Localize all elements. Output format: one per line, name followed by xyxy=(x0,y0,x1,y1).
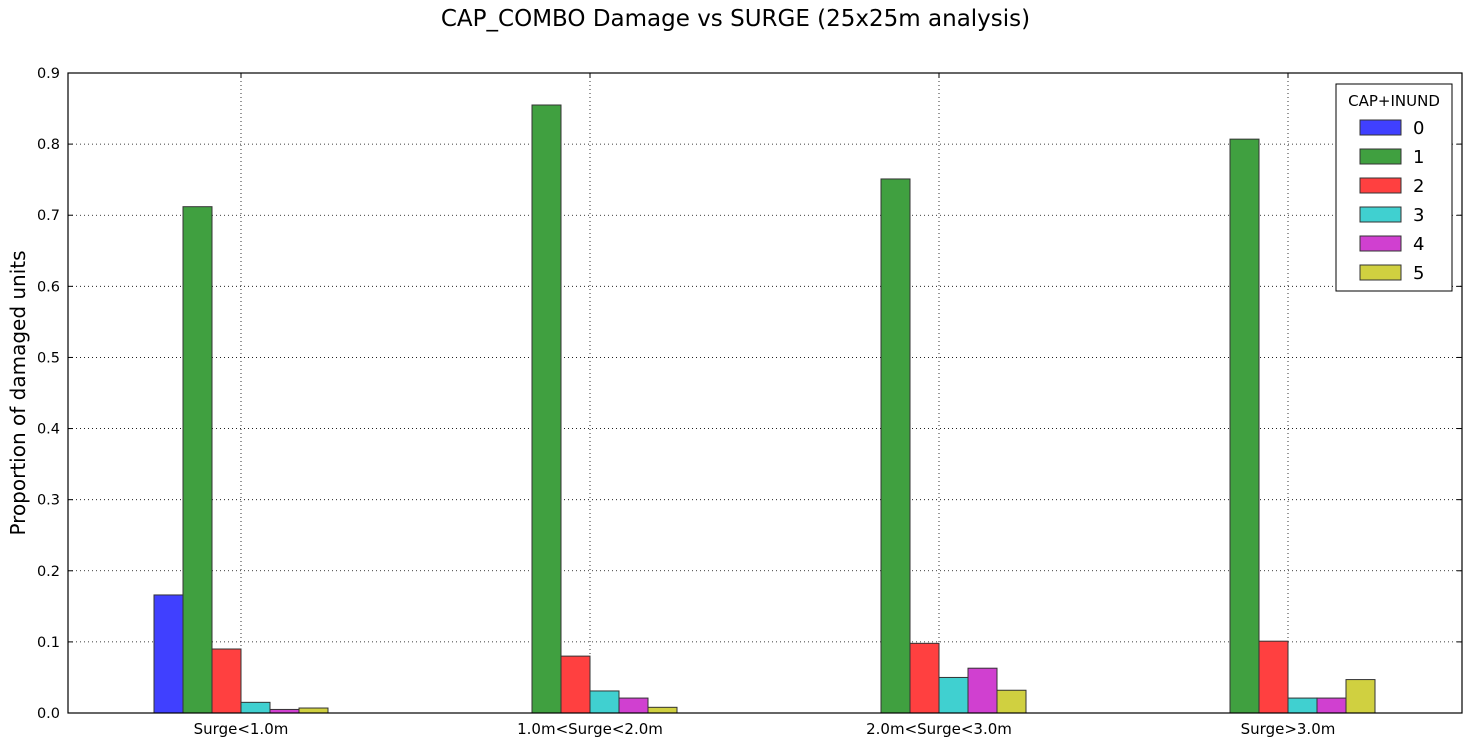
legend-swatch xyxy=(1359,177,1402,194)
legend-title: CAP+INUND xyxy=(1348,92,1440,110)
chart-title: CAP_COMBO Damage vs SURGE (25x25m analys… xyxy=(440,6,1031,32)
bar xyxy=(909,642,940,714)
legend-swatch xyxy=(1359,235,1402,252)
bar xyxy=(996,689,1027,714)
y-tick-label: 0.8 xyxy=(37,137,60,153)
legend-label: 1 xyxy=(1413,147,1424,168)
bar xyxy=(298,707,329,714)
legend-label: 2 xyxy=(1413,176,1424,197)
legend-swatch xyxy=(1359,119,1402,136)
bar xyxy=(1229,138,1260,714)
bar xyxy=(618,697,649,714)
bar xyxy=(211,648,242,714)
bar xyxy=(1345,679,1376,714)
legend-swatch xyxy=(1359,206,1402,223)
bar xyxy=(182,206,213,714)
y-tick-label: 0.6 xyxy=(37,279,60,295)
bar xyxy=(938,676,969,714)
bar xyxy=(1258,640,1289,714)
legend-label: 3 xyxy=(1413,205,1424,226)
y-tick-label: 0.5 xyxy=(37,350,60,366)
bar xyxy=(240,701,271,714)
bar xyxy=(1287,697,1318,714)
bar xyxy=(153,594,184,714)
y-tick-label: 0.4 xyxy=(37,422,60,438)
legend-label: 5 xyxy=(1413,263,1424,284)
x-tick-label: Surge>3.0m xyxy=(1241,720,1336,738)
bar xyxy=(647,706,678,714)
y-tick-label: 0.2 xyxy=(37,564,60,580)
x-tick-label: 2.0m<Surge<3.0m xyxy=(866,720,1012,738)
y-tick-label: 0.3 xyxy=(37,493,60,509)
bar xyxy=(880,178,911,714)
bar xyxy=(531,104,562,714)
y-tick-label: 0.0 xyxy=(37,706,60,722)
x-tick-label: Surge<1.0m xyxy=(194,720,289,738)
bar xyxy=(589,690,620,714)
legend-label: 0 xyxy=(1413,118,1424,139)
bar xyxy=(1316,697,1347,714)
legend-swatch xyxy=(1359,264,1402,281)
legend-label: 4 xyxy=(1413,234,1424,255)
y-axis-label: Proportion of damaged units xyxy=(6,250,30,535)
plot-frame xyxy=(67,72,1463,714)
x-tick-label: 1.0m<Surge<2.0m xyxy=(517,720,663,738)
y-tick-label: 0.1 xyxy=(37,635,60,651)
y-tick-label: 0.7 xyxy=(37,208,60,224)
legend-swatch xyxy=(1359,148,1402,165)
y-tick-label: 0.9 xyxy=(37,66,60,82)
bar xyxy=(560,655,591,714)
bar xyxy=(967,667,998,714)
